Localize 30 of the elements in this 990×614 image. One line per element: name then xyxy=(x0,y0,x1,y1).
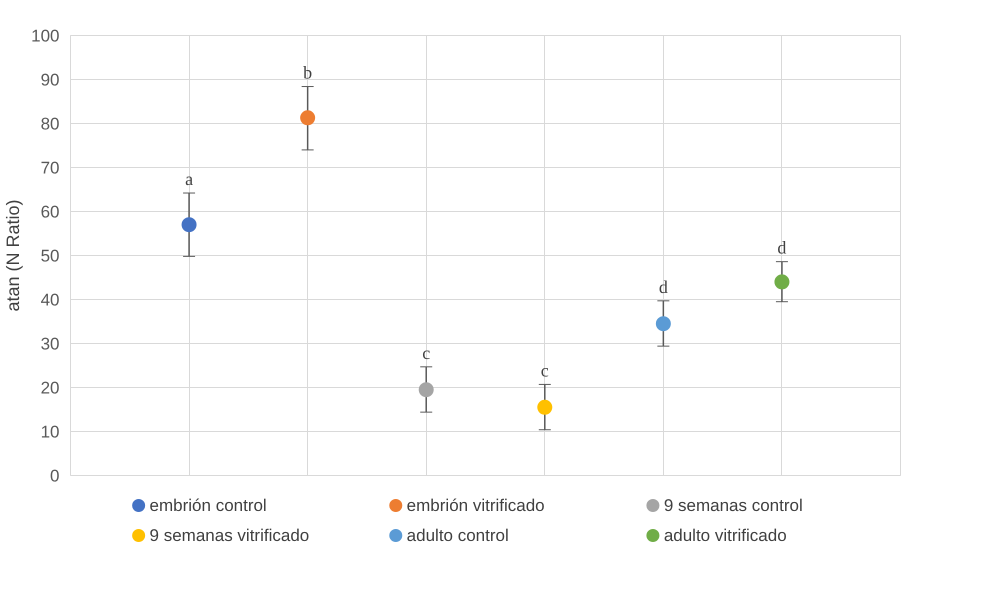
y-tick-label: 70 xyxy=(40,158,60,178)
legend-label: adulto vitrificado xyxy=(664,526,787,545)
data-label: d xyxy=(658,276,668,297)
data-label: b xyxy=(303,62,312,83)
point xyxy=(300,110,316,126)
y-tick-label: 100 xyxy=(31,26,60,46)
legend-label: embrión control xyxy=(150,496,267,515)
point xyxy=(774,274,790,290)
y-tick-label: 80 xyxy=(40,114,60,134)
y-tick-label: 10 xyxy=(40,422,60,442)
data-label: d xyxy=(777,238,786,258)
point xyxy=(182,217,197,232)
data-label: c xyxy=(422,342,430,363)
y-tick-label: 20 xyxy=(40,378,60,398)
y-tick-label: 50 xyxy=(40,246,60,266)
legend-label: adulto control xyxy=(406,526,509,545)
y-tick-label: 40 xyxy=(40,290,60,310)
data-label: a xyxy=(185,169,194,190)
y-tick-label: 90 xyxy=(40,70,60,90)
legend-label: 9 semanas vitrificado xyxy=(150,526,310,545)
y-axis-title: atan (N Ratio) xyxy=(3,199,24,312)
legend-label: 9 semanas control xyxy=(664,496,803,515)
y-tick-label: 0 xyxy=(50,466,60,486)
y-tick-label: 30 xyxy=(40,334,60,354)
data-label: c xyxy=(540,360,549,380)
point xyxy=(418,382,434,398)
y-tick-label: 60 xyxy=(40,202,60,222)
legend-label: embrión vitrificado xyxy=(406,496,545,515)
point xyxy=(537,400,552,415)
point xyxy=(656,316,671,332)
